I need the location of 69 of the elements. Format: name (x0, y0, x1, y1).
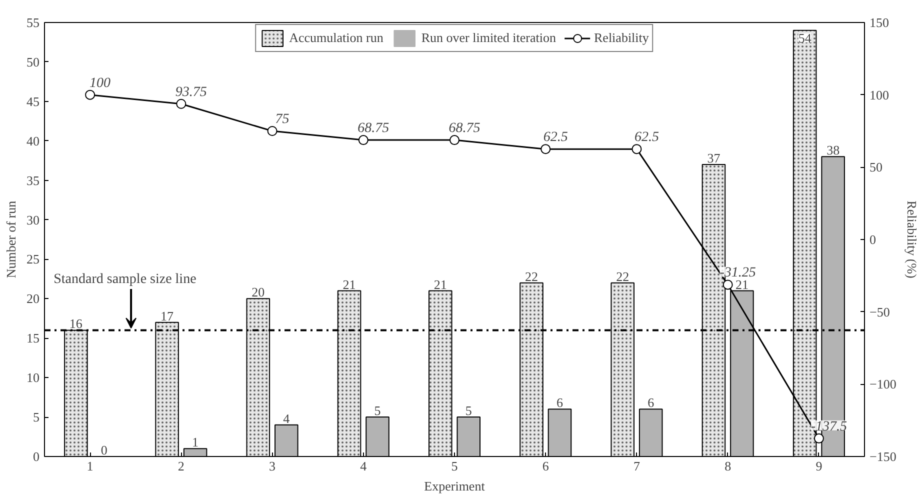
y2-tick-label: 150 (870, 15, 889, 30)
y-tick-label: 20 (26, 291, 40, 306)
y2-tick-label: 0 (870, 232, 876, 247)
data-label: 37 (707, 150, 721, 166)
data-label: 1 (192, 434, 199, 450)
data-label: 68.75 (358, 121, 390, 136)
point (85, 90, 96, 100)
y2-tick-label: −50 (870, 304, 890, 320)
point (814, 433, 824, 444)
point (450, 135, 460, 146)
y-tick-label: 45 (26, 94, 40, 109)
point (176, 98, 186, 109)
y2-tick-label: 50 (870, 160, 882, 175)
data-label: 21 (434, 276, 447, 292)
data-label: 20 (252, 284, 265, 300)
point (540, 144, 551, 154)
data-label: 22 (616, 268, 630, 284)
x-tick-label: 5 (451, 458, 458, 474)
data-label: 6 (556, 395, 564, 410)
y2-tick-label: 100 (870, 87, 889, 102)
data-label: 4 (283, 410, 290, 426)
x-tick-label: 2 (178, 458, 184, 474)
point (267, 126, 278, 136)
data-label: 5 (374, 403, 381, 418)
data-label: 16 (69, 316, 83, 332)
data-label: -137.5 (810, 419, 848, 434)
legend-label: Accumulation run (289, 30, 384, 46)
y-tick-label: 10 (26, 370, 40, 386)
data-label: 68.75 (448, 121, 480, 136)
x-tick-label: 7 (633, 458, 640, 474)
y2-tick-label: −100 (870, 376, 896, 392)
legend-label: Reliability (594, 30, 649, 46)
y-tick-label: 35 (26, 172, 40, 188)
x-tick-label: 4 (360, 458, 368, 474)
y-tick-label: 55 (26, 15, 40, 30)
x-axis-title: Experiment (424, 478, 486, 494)
point (358, 135, 368, 146)
data-label: 100 (90, 76, 111, 91)
x-tick-label: 1 (86, 458, 94, 474)
y-tick-label: 30 (26, 212, 40, 228)
y-tick-label: 15 (26, 330, 40, 346)
data-label: 62.5 (634, 130, 659, 146)
data-label: 75 (275, 112, 290, 127)
data-label: 21 (342, 276, 356, 292)
x-tick-label: 6 (542, 458, 550, 474)
x-tick-label: 9 (816, 458, 822, 474)
y-axis-title: Number of run (4, 200, 18, 278)
legend-label: Run over limited iteration (421, 30, 556, 46)
data-label: 93.75 (175, 84, 207, 100)
data-label: 22 (524, 268, 538, 284)
data-label: 62.5 (543, 130, 568, 146)
y2-axis-title: Reliability (%) (904, 200, 920, 278)
y-tick-label: 0 (33, 449, 40, 464)
y-tick-label: 50 (26, 54, 40, 70)
point (722, 280, 733, 290)
y-tick-label: 5 (33, 410, 40, 425)
data-label: 38 (826, 142, 840, 158)
data-label: 6 (648, 395, 655, 410)
ref-line-label: Standard sample size line (54, 272, 196, 287)
data-label: 17 (160, 308, 174, 324)
y-tick-label: 25 (26, 252, 40, 267)
data-label: 54 (798, 30, 812, 46)
point (632, 144, 642, 154)
y-tick-label: 40 (26, 133, 40, 148)
y2-tick-label: −150 (870, 449, 896, 464)
x-tick-label: 3 (269, 458, 276, 474)
x-tick-label: 8 (724, 458, 732, 474)
data-label: 0 (100, 442, 108, 458)
data-label: 5 (465, 403, 472, 418)
